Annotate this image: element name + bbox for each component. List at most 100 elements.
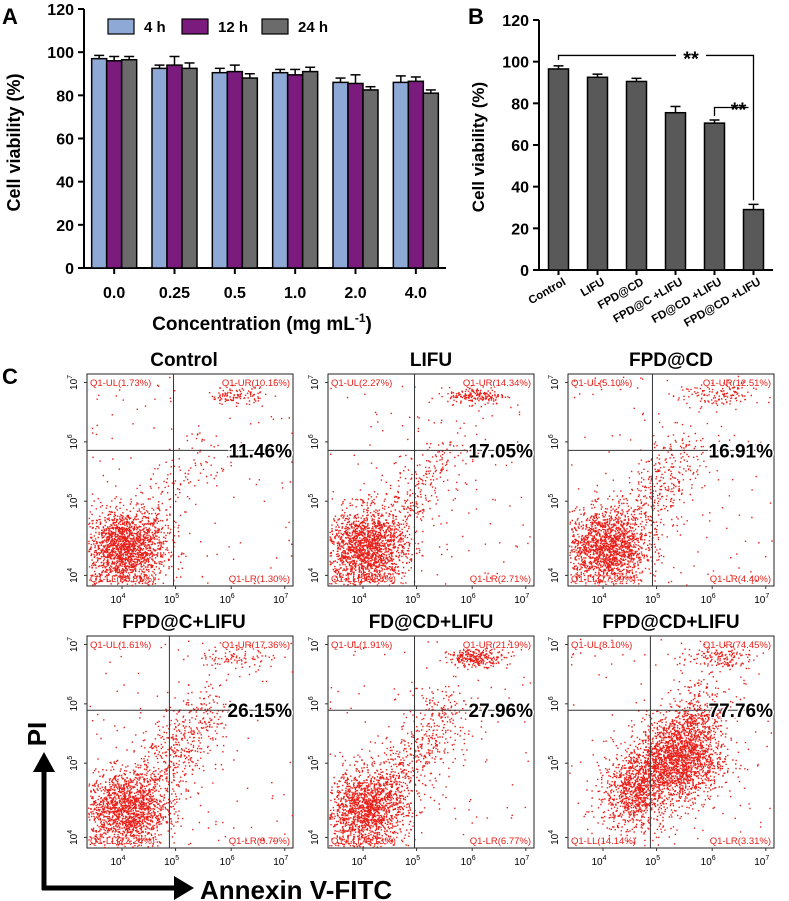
x-tick-label-a: 1.0: [284, 285, 306, 302]
facs-plot-title: LIFU: [410, 350, 452, 371]
facs-plot: FPD@CD+LIFU Q1-UL(8.10%) Q1-UR(74.45%) Q1-L…: [548, 612, 775, 868]
y-tick-label-c: 105: [67, 756, 80, 771]
significance-bracket-1: [557, 54, 755, 201]
y-tick-label-a: 100: [47, 45, 74, 62]
quadrant-label-lr: Q1-LR(1.30%): [229, 574, 290, 585]
y-tick-label-c: 106: [67, 696, 80, 711]
bar-b: [703, 122, 726, 271]
panel-label-c: C: [2, 364, 18, 389]
quadrant-label-ur: Q1-UR(21.19%): [463, 640, 531, 651]
x-tick-label-c: 105: [645, 855, 660, 868]
quadrant-label-ul: Q1-UL(8.10%): [571, 640, 632, 651]
y-tick-label-c: 107: [67, 637, 80, 652]
bar-a: [271, 71, 289, 269]
bar-b: [742, 208, 765, 271]
y-tick-label-b: 120: [502, 13, 529, 30]
x-tick-label-c: 105: [645, 593, 660, 606]
panel-label-a: A: [2, 4, 18, 29]
significance-bracket-2: [713, 106, 749, 116]
quadrant-label-ul: Q1-UL(1.61%): [90, 640, 151, 651]
quadrant-label-ul: Q1-UL(2.27%): [331, 378, 392, 389]
x-tick-label-c: 104: [352, 855, 367, 868]
x-tick-label-c: 104: [352, 593, 367, 606]
y-tick-label-b: 80: [511, 96, 529, 113]
y-tick-label-b: 0: [520, 263, 529, 280]
x-tick-label-c: 105: [405, 593, 420, 606]
y-tick-label-c: 104: [548, 568, 561, 583]
y-tick-label-c: 106: [67, 434, 80, 449]
legend-label-a: 12 h: [218, 19, 248, 36]
y-tick-label-a: 20: [56, 218, 74, 235]
y-tick-label-b: 100: [502, 55, 529, 72]
bar-a: [362, 89, 379, 269]
x-axis-label-a: Concentration (mg mL-1): [152, 311, 372, 335]
x-tick-label-c: 106: [461, 855, 476, 868]
facs-plot: FPD@C+LIFU Q1-UL(1.61%) Q1-UR(17.36%) Q1-LL…: [67, 612, 294, 868]
quadrant-label-ur: Q1-UR(12.51%): [703, 378, 771, 389]
y-axis-label-c: PI: [22, 722, 52, 747]
facs-scatter-points: [88, 376, 293, 587]
x-tick-label-c: 104: [111, 593, 126, 606]
y-tick-label-b: 60: [511, 138, 529, 155]
y-tick-label-c: 107: [548, 375, 561, 390]
apoptosis-percentage: 77.76%: [709, 701, 774, 722]
apoptosis-percentage: 17.05%: [469, 441, 534, 462]
quadrant-label-ll: Q1-LL(70.13%): [331, 836, 396, 847]
x-tick-label-c: 106: [220, 593, 235, 606]
quadrant-label-lr: Q1-LR(3.31%): [710, 836, 771, 847]
facs-plot-frame: [567, 635, 775, 849]
y-tick-label-c: 104: [548, 830, 561, 845]
x-tick-label-c: 105: [164, 593, 179, 606]
annotation-bg: [676, 49, 706, 62]
x-axis-label-c: Annexin V-FITC: [200, 875, 392, 901]
bar-a: [211, 71, 229, 269]
bar-b: [586, 76, 609, 271]
y-tick-label-c: 105: [308, 756, 321, 771]
quadrant-label-lr: Q1-LR(2.71%): [470, 574, 531, 585]
facs-scatter-points: [569, 638, 773, 847]
x-tick-label-c: 107: [514, 855, 529, 868]
bar-a: [90, 57, 108, 269]
x-tick-label-c: 107: [273, 593, 288, 606]
y-tick-label-a: 120: [47, 2, 74, 19]
bar-a: [422, 92, 440, 269]
bar-a: [392, 81, 410, 269]
y-tick-label-c: 107: [308, 637, 321, 652]
y-tick-label-c: 106: [548, 434, 561, 449]
y-tick-label-c: 106: [548, 696, 561, 711]
x-tick-label-a: 2.0: [344, 285, 366, 302]
facs-plot-title: FPD@C+LIFU: [122, 612, 246, 633]
y-tick-label-b: 40: [511, 180, 529, 197]
x-tick-label-a: 0.25: [159, 285, 190, 302]
facs-plot: FD@CD+LIFU Q1-UL(1.91%) Q1-UR(21.19%) Q1-LL…: [308, 612, 535, 868]
y-tick-label-c: 104: [67, 568, 80, 583]
quadrant-label-ul: Q1-UL(1.73%): [90, 378, 151, 389]
facs-scatter-points: [569, 375, 773, 587]
bar-a: [241, 77, 259, 269]
y-tick-label-c: 107: [67, 375, 80, 390]
facs-plot-title: FPD@CD: [629, 350, 713, 371]
y-tick-label-c: 107: [548, 637, 561, 652]
y-axis-label-b: Cell viability (%): [469, 82, 488, 212]
bar-a: [166, 64, 183, 269]
x-tick-label-c: 106: [220, 855, 235, 868]
y-tick-label-c: 105: [308, 494, 321, 509]
panel-b-chart: B 0 20 40 60 80 100 120 Cell viability (%) Contro…: [468, 4, 773, 330]
panel-c-flow-cytometry: C Control Q1-UL(1.73%) Q1-UR(10.16%) Q1-LL(8…: [2, 350, 775, 901]
y-tick-label-a: 80: [56, 88, 74, 105]
x-tick-label-c: 106: [461, 593, 476, 606]
x-tick-label-c: 107: [754, 593, 769, 606]
x-tick-label-c: 105: [164, 855, 179, 868]
y-axis-arrowhead: [33, 752, 55, 772]
quadrant-label-ll: Q1-LL(14.14%): [571, 836, 636, 847]
legend-swatch-a: [261, 18, 289, 35]
y-tick-label-c: 104: [67, 830, 80, 845]
y-tick-label-c: 105: [548, 756, 561, 771]
bar-b: [664, 111, 687, 271]
facs-plot: FPD@CD Q1-UL(5.10%) Q1-UR(12.51%) Q1-LL(77.…: [548, 350, 775, 606]
quadrant-label-ul: Q1-UL(1.91%): [331, 640, 392, 651]
x-tick-label-c: 105: [405, 855, 420, 868]
quadrant-label-lr: Q1-LR(4.40%): [710, 574, 771, 585]
y-tick-label-c: 106: [308, 696, 321, 711]
